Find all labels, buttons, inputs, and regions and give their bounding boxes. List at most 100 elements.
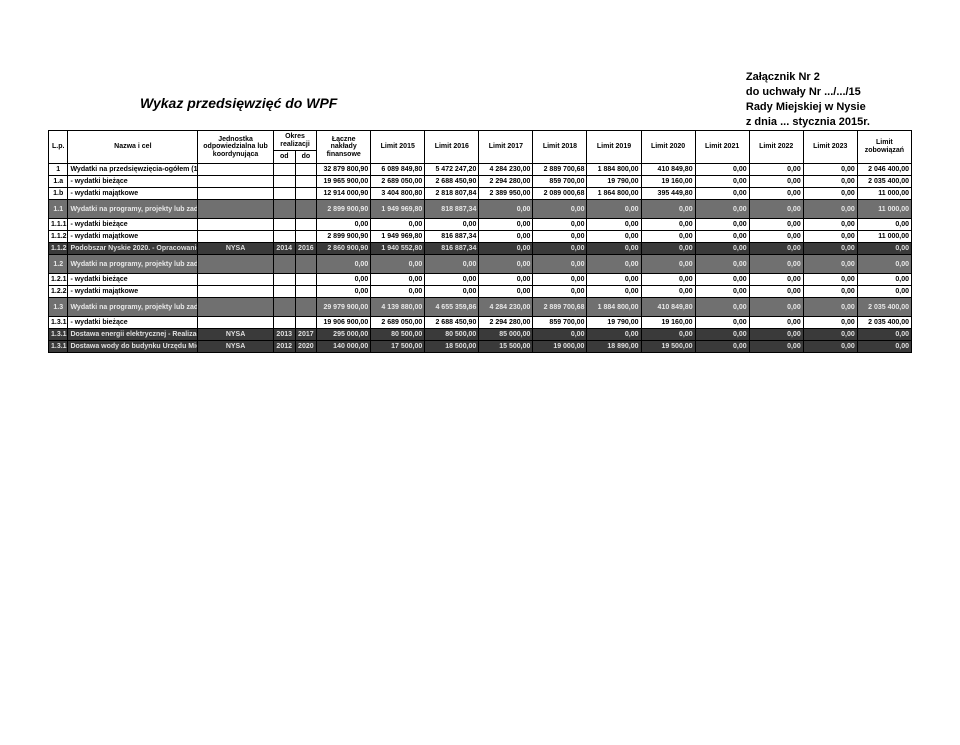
table-row: 1.2.1 - wydatki bieżące 0,00 0,00 0,00 0… (49, 274, 912, 286)
col-name: Nazwa i cel (68, 131, 198, 164)
cell-od: 2012 (273, 341, 295, 353)
cell: 0,00 (803, 243, 857, 255)
cell-lp: 1.2.1 (49, 274, 68, 286)
cell: 0,00 (749, 298, 803, 317)
cell: 0,00 (695, 176, 749, 188)
cell: 2 389 950,00 (479, 188, 533, 200)
section-row: 1.2 Wydatki na programy, projekty lub za… (49, 255, 912, 274)
cell: 0,00 (425, 286, 479, 298)
cell: 818 887,34 (425, 200, 479, 219)
cell: 0,00 (371, 219, 425, 231)
cell-do: 2016 (295, 243, 317, 255)
cell: 816 887,34 (425, 231, 479, 243)
cell: 4 284 230,00 (479, 164, 533, 176)
cell: 0,00 (749, 286, 803, 298)
cell: 0,00 (749, 188, 803, 200)
cell: 0,00 (695, 255, 749, 274)
cell: 2 689 050,00 (371, 317, 425, 329)
cell: 0,00 (803, 317, 857, 329)
cell-name: Dostawa energii elektrycznej - Realizacj… (68, 329, 198, 341)
cell-lp: 1.2 (49, 255, 68, 274)
cell: 0,00 (857, 255, 911, 274)
section-row: 1.1 Wydatki na programy, projekty lub za… (49, 200, 912, 219)
cell: 0,00 (641, 200, 695, 219)
cell: 0,00 (587, 329, 641, 341)
cell: 0,00 (479, 231, 533, 243)
cell-lp: 1.1.2 (49, 231, 68, 243)
cell: 0,00 (803, 286, 857, 298)
cell-lp: 1.1.1 (49, 219, 68, 231)
cell: 2 899 900,90 (317, 200, 371, 219)
cell: 0,00 (641, 231, 695, 243)
cell-lp: 1.2.2 (49, 286, 68, 298)
cell: 0,00 (857, 286, 911, 298)
col-zob: Limit zobowiązań (857, 131, 911, 164)
cell-name: - wydatki bieżące (68, 317, 198, 329)
cell: 0,00 (479, 243, 533, 255)
cell: 2 899 900,90 (317, 231, 371, 243)
cell: 0,00 (803, 200, 857, 219)
cell-od (273, 164, 295, 176)
cell: 2 688 450,90 (425, 317, 479, 329)
cell: 0,00 (371, 274, 425, 286)
cell-name: - wydatki majątkowe (68, 286, 198, 298)
cell: 0,00 (533, 231, 587, 243)
cell: 0,00 (533, 255, 587, 274)
col-total: Łączne nakłady finansowe (317, 131, 371, 164)
cell: 0,00 (533, 200, 587, 219)
cell: 1 884 800,00 (587, 164, 641, 176)
cell: 0,00 (317, 274, 371, 286)
cell: 0,00 (803, 298, 857, 317)
col-2017: Limit 2017 (479, 131, 533, 164)
cell: 0,00 (587, 286, 641, 298)
cell-lp: 1.b (49, 188, 68, 200)
cell: 0,00 (695, 341, 749, 353)
cell: 1 949 969,80 (371, 231, 425, 243)
cell: 0,00 (803, 188, 857, 200)
header-row-1: L.p. Nazwa i cel Jednostka odpowiedzialn… (49, 131, 912, 151)
col-2018: Limit 2018 (533, 131, 587, 164)
cell: 1 864 800,00 (587, 188, 641, 200)
cell: 410 849,80 (641, 164, 695, 176)
cell: 140 000,00 (317, 341, 371, 353)
cell: 0,00 (479, 219, 533, 231)
cell: 0,00 (587, 219, 641, 231)
cell: 19 160,00 (641, 176, 695, 188)
cell: 0,00 (695, 286, 749, 298)
cell: 2 818 807,84 (425, 188, 479, 200)
cell: 0,00 (695, 243, 749, 255)
cell: 0,00 (749, 243, 803, 255)
cell-name: - wydatki bieżące (68, 219, 198, 231)
cell: 29 979 900,00 (317, 298, 371, 317)
cell: 0,00 (749, 317, 803, 329)
cell: 0,00 (857, 219, 911, 231)
cell: 0,00 (749, 164, 803, 176)
cell: 859 700,00 (533, 176, 587, 188)
cell: 0,00 (641, 274, 695, 286)
col-2019: Limit 2019 (587, 131, 641, 164)
cell: 0,00 (857, 329, 911, 341)
cell: 19 790,00 (587, 317, 641, 329)
cell: 0,00 (587, 274, 641, 286)
cell: 859 700,00 (533, 317, 587, 329)
cell-lp: 1.3.1.2 (49, 341, 68, 353)
cell: 0,00 (641, 219, 695, 231)
cell: 0,00 (749, 219, 803, 231)
col-2021: Limit 2021 (695, 131, 749, 164)
cell: 0,00 (533, 286, 587, 298)
cell: 0,00 (749, 231, 803, 243)
col-od: od (273, 151, 295, 164)
cell-unit (198, 164, 274, 176)
cell-lp: 1.a (49, 176, 68, 188)
cell: 0,00 (425, 255, 479, 274)
cell-lp: 1.3.1 (49, 317, 68, 329)
cell: 80 500,00 (425, 329, 479, 341)
cell-do: 2020 (295, 341, 317, 353)
cell: 11 000,00 (857, 188, 911, 200)
cell-name: Dostawa wody do budynku Urzędu Miejskieg… (68, 341, 198, 353)
cell-lp: 1 (49, 164, 68, 176)
cell: 0,00 (695, 329, 749, 341)
cell-name: Wydatki na programy, projekty lub zadani… (68, 200, 198, 219)
cell-name: - wydatki bieżące (68, 176, 198, 188)
cell-unit: NYSA (198, 329, 274, 341)
